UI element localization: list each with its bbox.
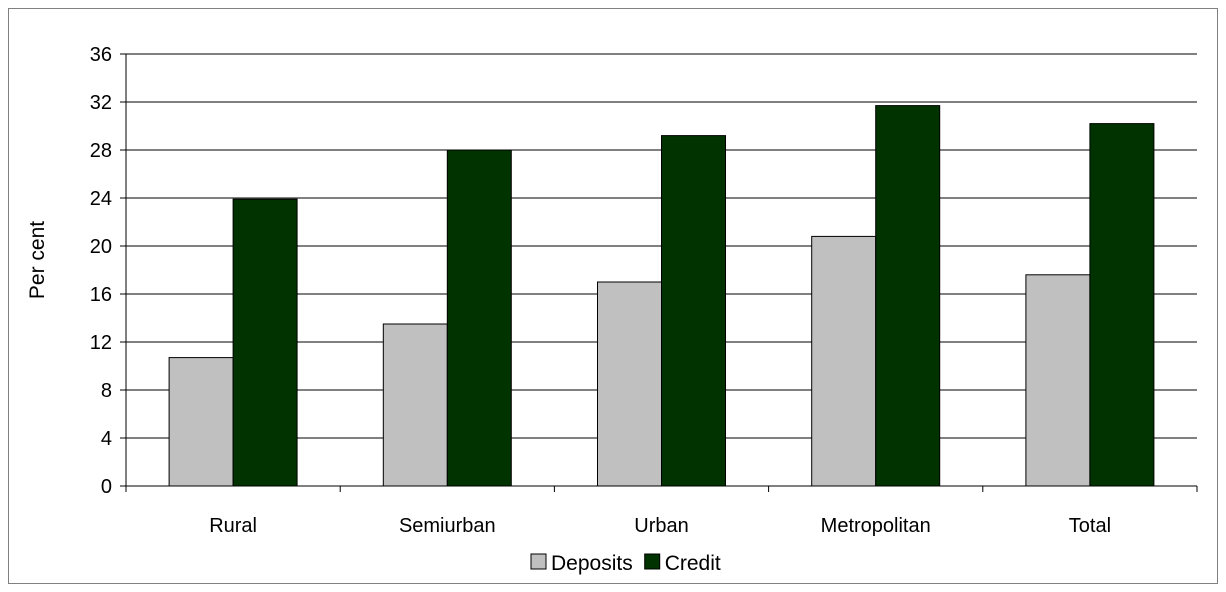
x-tick-label-total: Total [1069,515,1111,537]
y-tick-label-32: 32 [90,92,112,114]
bar-credit-rural [232,198,298,487]
bar-deposits-metropolitan [811,235,877,487]
legend-swatch-deposits [530,553,547,570]
y-tick-label-0: 0 [101,476,112,498]
axes [120,53,1198,492]
y-tick-label-16: 16 [90,284,112,306]
bar-deposits-rural [168,357,234,487]
x-tick-label-urban: Urban [634,515,688,537]
legend-swatch-credit [644,553,661,570]
bar-credit-semiurban [446,149,512,487]
legend-label-credit: Credit [665,552,721,575]
y-tick-label-12: 12 [90,332,112,354]
bar-credit-urban [661,135,726,487]
bar-deposits-total [1025,274,1091,487]
y-tick-label-8: 8 [101,380,112,402]
legend-label-deposits: Deposits [551,552,633,575]
bar-credit-metropolitan [875,105,941,487]
bars [168,105,1155,487]
bar-deposits-semiurban [382,323,448,487]
y-tick-label-28: 28 [90,140,112,162]
legend: Deposits Credit [530,552,721,575]
y-tick-label-4: 4 [101,428,112,450]
x-tick-label-semiurban: Semiurban [399,515,496,537]
y-tick-label-20: 20 [90,236,112,258]
y-axis-title: Per cent [26,221,49,299]
labels: 0 4 8 12 16 20 24 28 32 36 Rural Semiurban Urban Metr… [90,44,1111,537]
x-tick-label-rural: Rural [209,515,257,537]
y-tick-label-36: 36 [90,44,112,66]
bar-chart: 0 4 8 12 16 20 24 28 32 36 Rural Semiurban Urban Metr… [26,44,1198,575]
bar-credit-total [1089,123,1155,487]
chart-frame: 0 4 8 12 16 20 24 28 32 36 Rural Semiurban Urban Metr… [8,8,1218,584]
bar-deposits-urban [597,281,662,487]
x-tick-label-metropolitan: Metropolitan [821,515,931,537]
y-tick-label-24: 24 [90,188,112,210]
